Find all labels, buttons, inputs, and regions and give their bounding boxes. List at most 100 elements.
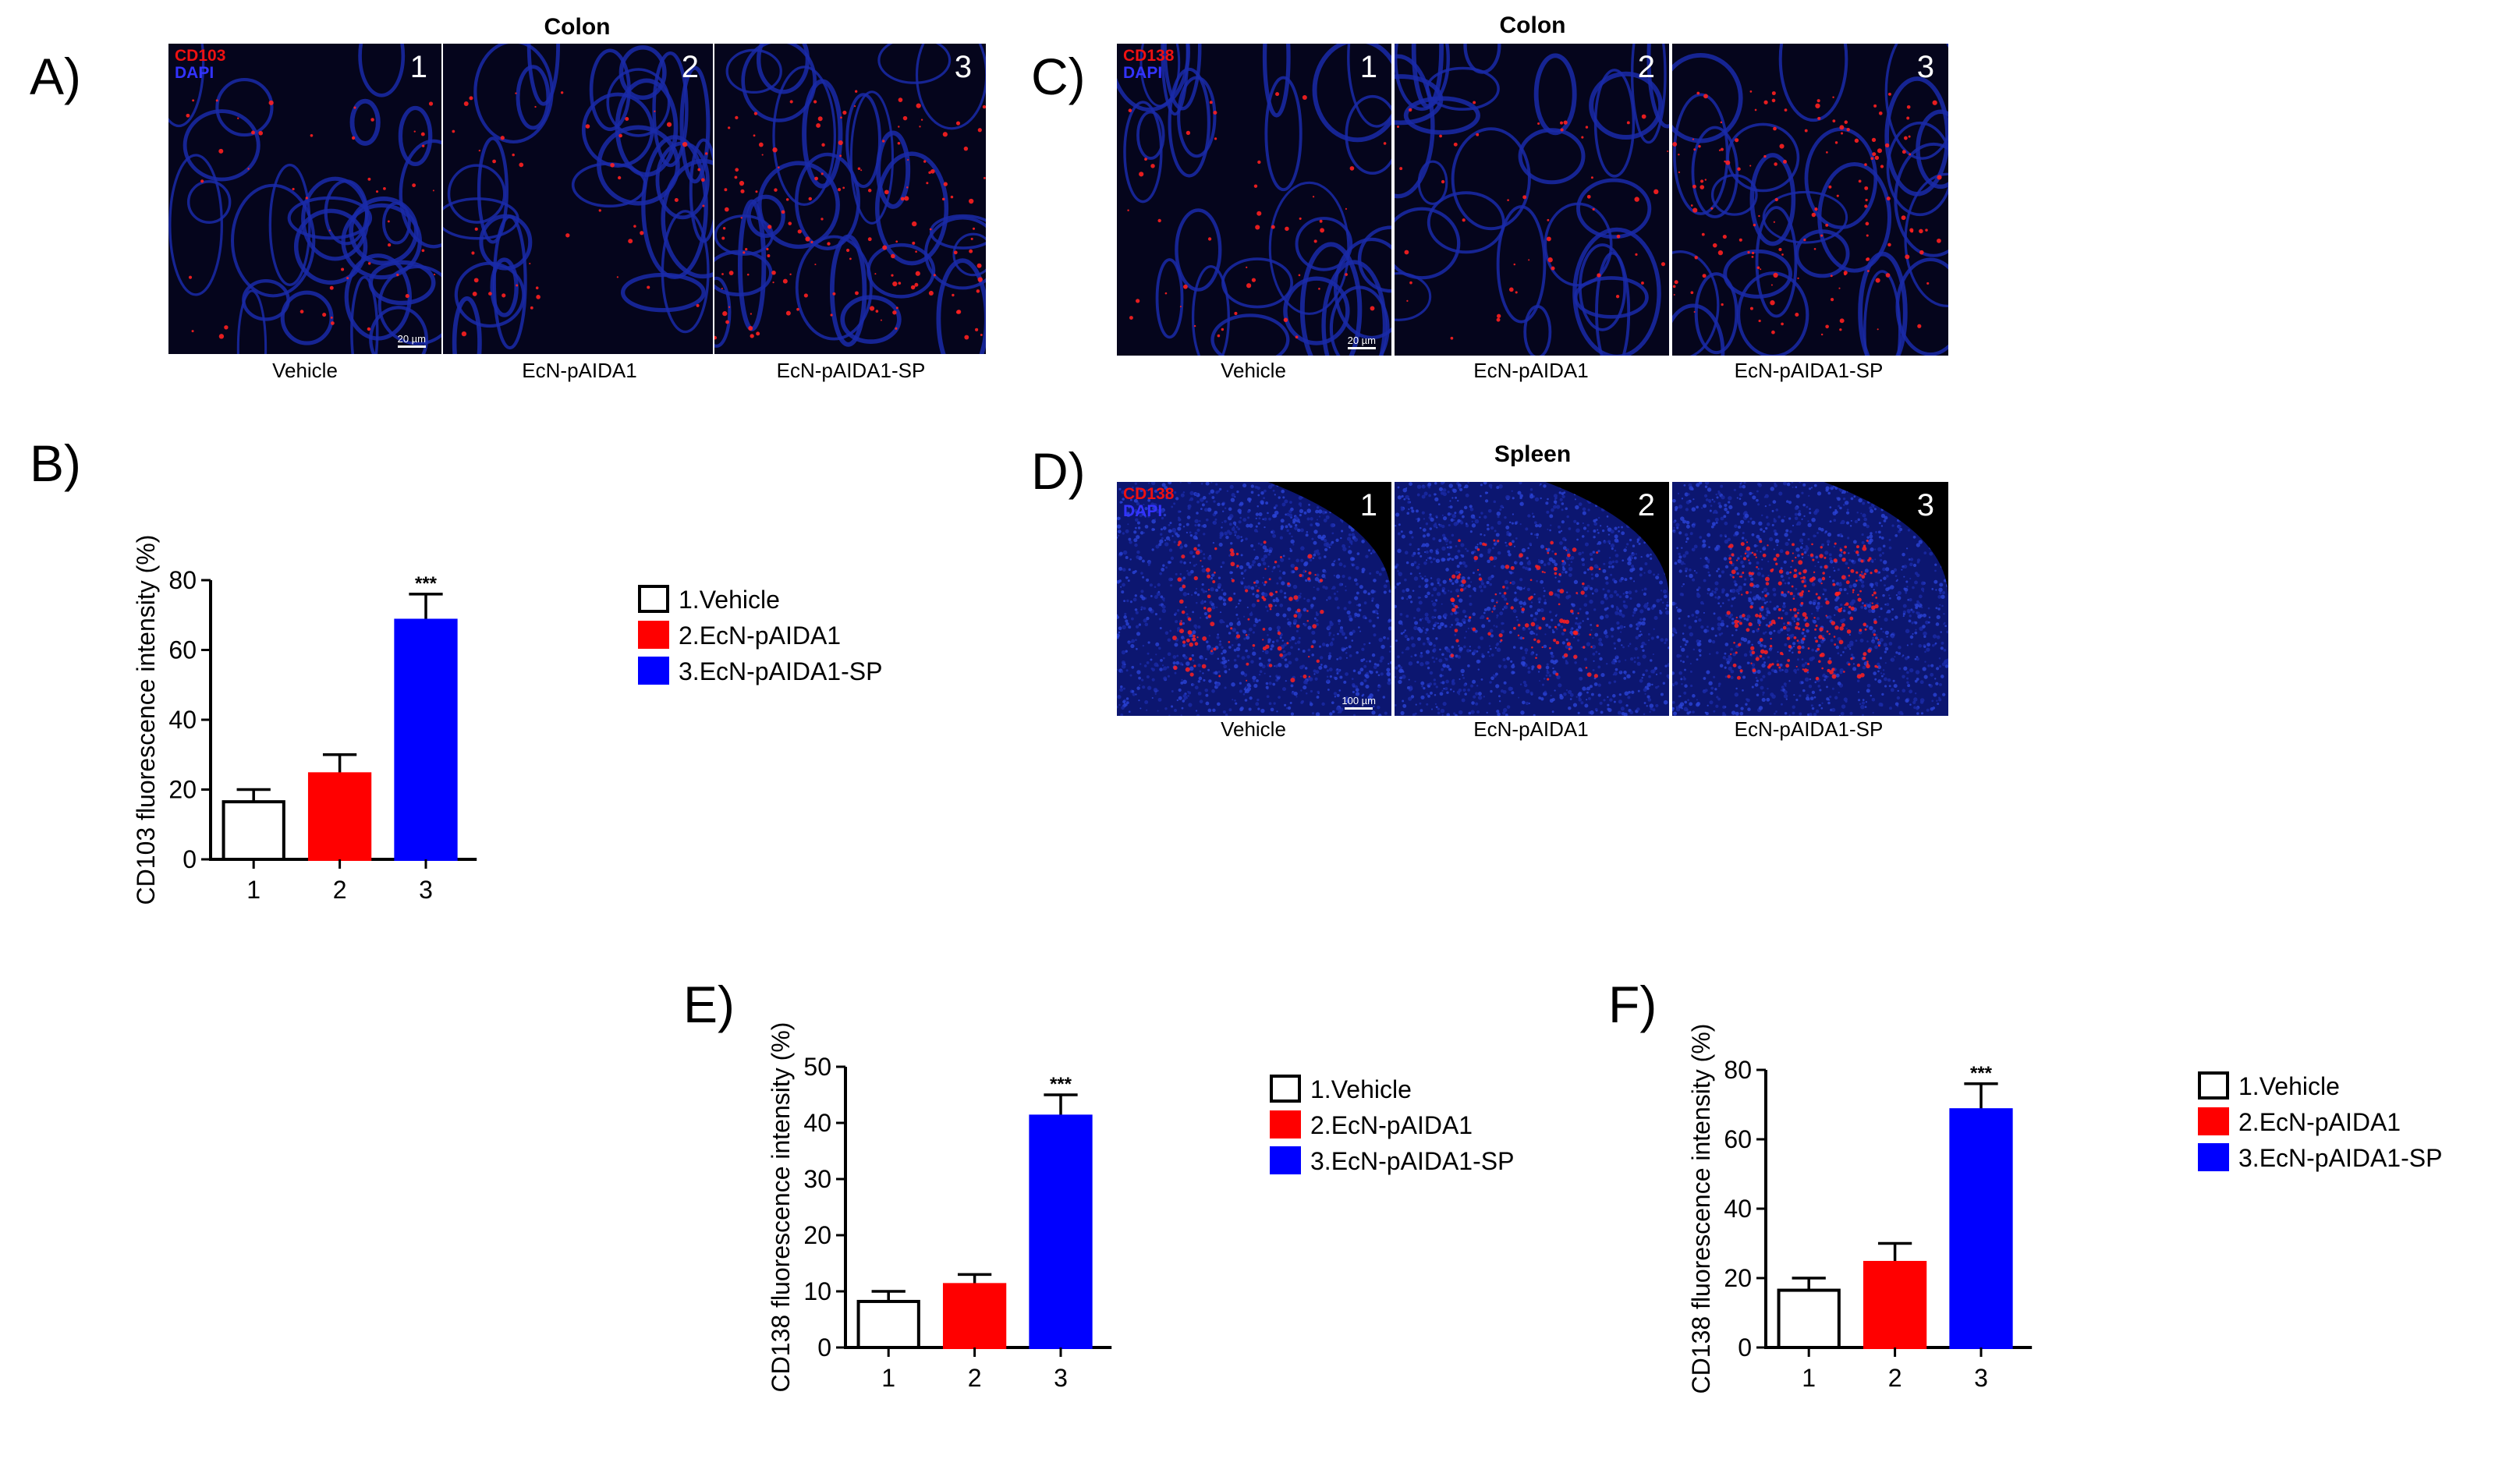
stain-label-blue: DAPI (1123, 502, 1163, 520)
significance-label: *** (1050, 1074, 1072, 1095)
image-number: 1 (1359, 50, 1377, 84)
scale-bar: 20 µm (398, 333, 426, 348)
y-tick-label: 50 (803, 1053, 831, 1081)
caption-ecn-sp: EcN-pAIDA1-SP (1734, 359, 1884, 382)
micrograph-c1: CD138 DAPI 1 20 µm (1117, 44, 1391, 356)
micrograph-c3: 3 (1672, 44, 1948, 356)
y-tick-label: 80 (168, 566, 197, 594)
panel-letter-e: E) (683, 976, 735, 1033)
scale-bar: 100 µm (1342, 695, 1376, 710)
x-tick-label: 1 (1802, 1364, 1816, 1392)
image-number: 3 (1916, 488, 1934, 522)
chart-f: 0 20 40 60 80 CD138 fluorescence intensity (%… (1685, 983, 2520, 1454)
stain-label-red: CD138 (1123, 485, 1175, 503)
error-bar (957, 1273, 992, 1285)
bar (856, 1299, 920, 1349)
micrograph-texture (1395, 44, 1669, 356)
caption-ecn: EcN-pAIDA1 (522, 359, 637, 382)
caption-vehicle: Vehicle (272, 359, 338, 382)
panel-d-title: Spleen (1494, 441, 1572, 467)
legend-label: 1.Vehicle (2238, 1072, 2340, 1100)
panel-letter-d: D) (1031, 442, 1086, 500)
error-bar (236, 788, 271, 802)
caption-vehicle: Vehicle (1221, 359, 1286, 382)
legend-swatch (2198, 1071, 2229, 1100)
image-number: 1 (409, 50, 427, 84)
y-tick-label: 20 (1724, 1264, 1752, 1292)
y-tick-label: 0 (183, 845, 197, 873)
chart-svg: 0 20 40 60 80 CD138 fluorescence intensity (%… (1687, 1024, 2442, 1394)
micrograph-d3: 3 (1672, 482, 1948, 716)
micrograph-d1: CD138 DAPI 1 100 µm (1117, 482, 1391, 716)
micrograph-a2: 2 (443, 44, 713, 354)
micrograph-texture (714, 44, 986, 354)
micrograph-texture (1672, 44, 1948, 356)
x-tick-label: 1 (881, 1364, 895, 1392)
image-number: 2 (1637, 50, 1655, 84)
micrograph-d2: 2 (1395, 482, 1669, 716)
legend-swatch (2198, 1107, 2229, 1135)
bar (307, 772, 372, 861)
y-tick-label: 60 (168, 636, 197, 664)
micrograph-texture (1672, 482, 1948, 716)
micrograph-c2: 2 (1395, 44, 1669, 356)
stain-label-blue: DAPI (175, 64, 214, 82)
image-number: 3 (954, 50, 972, 84)
legend-swatch (1270, 1075, 1301, 1103)
stain-label-red: CD103 (175, 47, 226, 65)
scale-bar-label: 20 µm (1347, 335, 1376, 346)
bar (394, 618, 458, 861)
micrograph-a1: CD103 DAPI 1 20 µm (168, 44, 441, 354)
error-bar (1792, 1277, 1826, 1291)
panel-letter-b: B) (30, 434, 81, 492)
chart-svg: 0 20 40 60 80 CD103 fluorescence intensity (%… (132, 535, 882, 905)
bar (1863, 1260, 1927, 1350)
y-axis-label: CD138 fluorescence intensity (%) (1687, 1024, 1715, 1394)
y-tick-label: 0 (1738, 1333, 1752, 1362)
error-bar (1964, 1082, 1998, 1110)
error-bar (409, 593, 443, 621)
x-tick-label: 2 (1888, 1364, 1902, 1392)
micrograph-a3: 3 (714, 44, 986, 354)
y-tick-label: 0 (817, 1333, 831, 1362)
y-tick-label: 10 (803, 1277, 831, 1305)
significance-label: *** (415, 573, 438, 594)
panel-letter-a: A) (30, 48, 81, 105)
legend-swatch (638, 657, 669, 685)
y-tick-label: 40 (1724, 1195, 1752, 1223)
panel-letter-f: F) (1608, 976, 1657, 1033)
error-bar (1044, 1093, 1078, 1117)
caption-ecn: EcN-pAIDA1 (1473, 717, 1589, 741)
image-number: 1 (1359, 488, 1377, 522)
legend-label: 2.EcN-pAIDA1 (1310, 1111, 1473, 1139)
micrograph-texture (1117, 44, 1391, 356)
micrograph-texture (168, 44, 441, 354)
legend-label: 2.EcN-pAIDA1 (2238, 1108, 2401, 1136)
legend-label: 3.EcN-pAIDA1-SP (679, 657, 882, 685)
micrograph-texture (1395, 482, 1669, 716)
panel-letter-c: C) (1031, 48, 1086, 105)
significance-label: *** (1970, 1063, 1993, 1084)
legend-swatch (638, 621, 669, 649)
x-tick-label: 2 (968, 1364, 982, 1392)
y-tick-label: 40 (168, 706, 197, 734)
panel-a-title: Colon (544, 14, 611, 40)
caption-ecn-sp: EcN-pAIDA1-SP (776, 359, 926, 382)
scale-bar: 20 µm (1348, 335, 1376, 349)
legend-swatch (1270, 1146, 1301, 1174)
legend-swatch (1270, 1110, 1301, 1139)
image-number: 3 (1916, 50, 1934, 84)
legend-label: 1.Vehicle (679, 586, 780, 614)
x-tick-label: 1 (246, 876, 261, 904)
bar (222, 800, 285, 862)
x-tick-label: 3 (1974, 1364, 1988, 1392)
y-tick-label: 20 (803, 1221, 831, 1249)
caption-ecn-sp: EcN-pAIDA1-SP (1734, 717, 1884, 741)
y-tick-label: 30 (803, 1165, 831, 1193)
scale-bar-label: 100 µm (1342, 695, 1376, 706)
caption-vehicle: Vehicle (1221, 717, 1286, 741)
bar (1029, 1114, 1093, 1350)
micrograph-texture (1117, 482, 1391, 716)
legend-swatch (2198, 1143, 2229, 1171)
legend-swatch (638, 585, 669, 613)
